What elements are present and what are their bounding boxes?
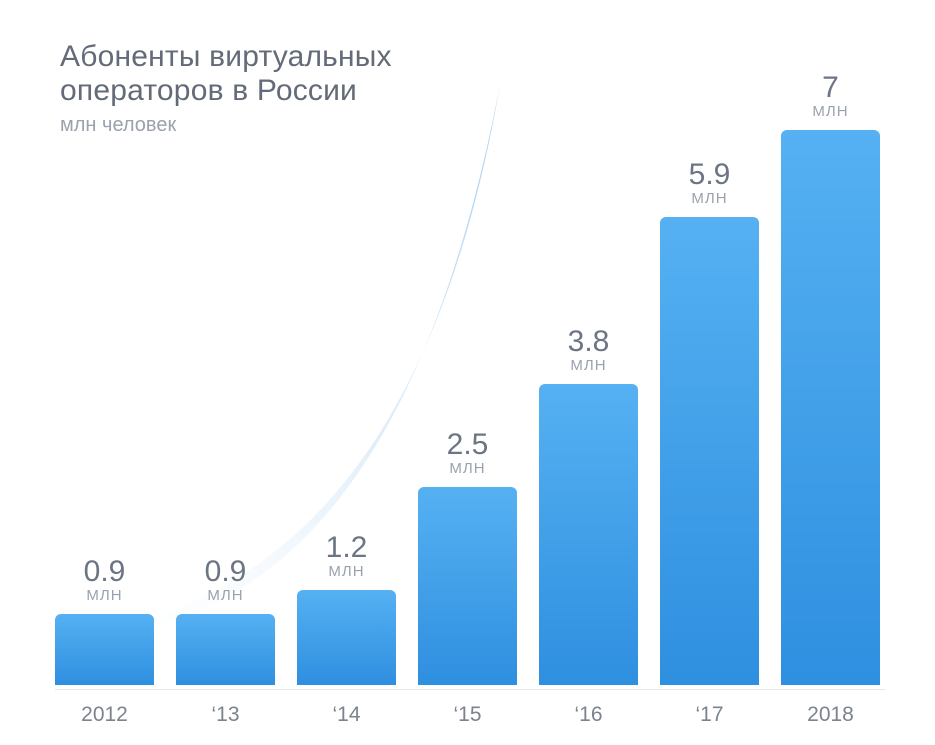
bar-unit-label: МЛН [449,460,485,477]
bar [418,487,517,685]
bar-value-label: 5.9 [689,158,731,192]
bar-slot: 0.9МЛН [176,555,275,685]
bar-value-label: 0.9 [84,555,126,589]
x-axis-labels: 2012 ‘13 ‘14 ‘15 ‘16 ‘17 2018 [55,703,880,727]
bar-slot: 7МЛН [781,71,880,685]
bar [539,384,638,685]
x-axis-tick-label: ‘13 [176,703,275,727]
x-axis-tick-label: ‘16 [539,703,638,727]
bar-value-label: 1.2 [326,531,368,565]
bar [55,614,154,685]
bar-unit-label: МЛН [207,587,243,604]
bar-unit-label: МЛН [570,357,606,374]
bar-unit-label: МЛН [328,563,364,580]
bar-slot: 0.9МЛН [55,555,154,685]
bar-slot: 2.5МЛН [418,428,517,685]
bar-unit-label: МЛН [86,587,122,604]
bar-value-label: 3.8 [568,325,610,359]
bar-unit-label: МЛН [812,103,848,120]
bar-slot: 1.2МЛН [297,531,396,685]
bar [781,130,880,685]
bar [176,614,275,685]
x-axis-tick-label: ‘14 [297,703,396,727]
x-axis-tick-label: 2018 [781,703,880,727]
x-axis-line [55,689,885,690]
chart-canvas: Абоненты виртуальных операторов в России… [0,0,935,745]
x-axis-tick-label: ‘17 [660,703,759,727]
bar-value-label: 2.5 [447,428,489,462]
bar-slot: 3.8МЛН [539,325,638,685]
bar-value-label: 7 [822,71,839,105]
chart-title-line-1: Абоненты виртуальных [60,40,392,74]
bar-unit-label: МЛН [691,190,727,207]
bar [297,590,396,685]
x-axis-tick-label: 2012 [55,703,154,727]
x-axis-tick-label: ‘15 [418,703,517,727]
chart-plot-area: 0.9МЛН0.9МЛН1.2МЛН2.5МЛН3.8МЛН5.9МЛН7МЛН [55,71,880,685]
bar-value-label: 0.9 [205,555,247,589]
bar-slot: 5.9МЛН [660,158,759,685]
bar [660,217,759,685]
